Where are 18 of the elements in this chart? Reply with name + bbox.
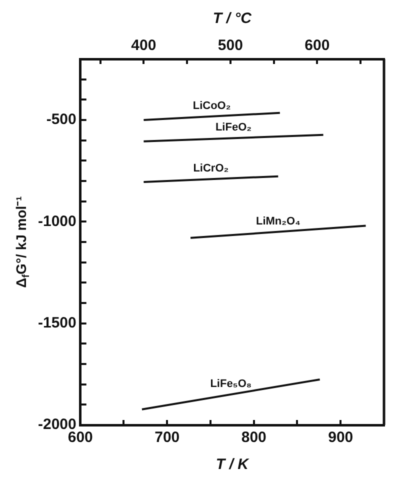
- x-tick-label: 800: [241, 429, 266, 446]
- y-tick-label: -1000: [38, 212, 76, 230]
- x2-tick-label: 600: [304, 37, 330, 54]
- series-label: LiMn₂O₄: [256, 215, 300, 228]
- x2-tick-label: 400: [131, 37, 156, 54]
- series-label: LiFeO₂: [215, 122, 252, 134]
- series-label: LiCrO₂: [193, 162, 229, 175]
- y-axis-title: ΔfG°/ kJ mol⁻¹: [12, 196, 32, 288]
- x2-axis-title: T / °C: [212, 10, 253, 28]
- y-tick-label: -500: [46, 111, 76, 128]
- y-tick-label: -1500: [38, 314, 76, 332]
- x-tick-label: 700: [154, 429, 180, 446]
- x2-tick-label: 500: [218, 37, 243, 54]
- x-tick-label: 600: [68, 429, 93, 446]
- x-tick-label: 900: [328, 429, 354, 446]
- series-label: LiFe₅O₈: [210, 378, 252, 390]
- x-axis-title: T / K: [216, 456, 250, 474]
- series-label: LiCoO₂: [192, 100, 231, 112]
